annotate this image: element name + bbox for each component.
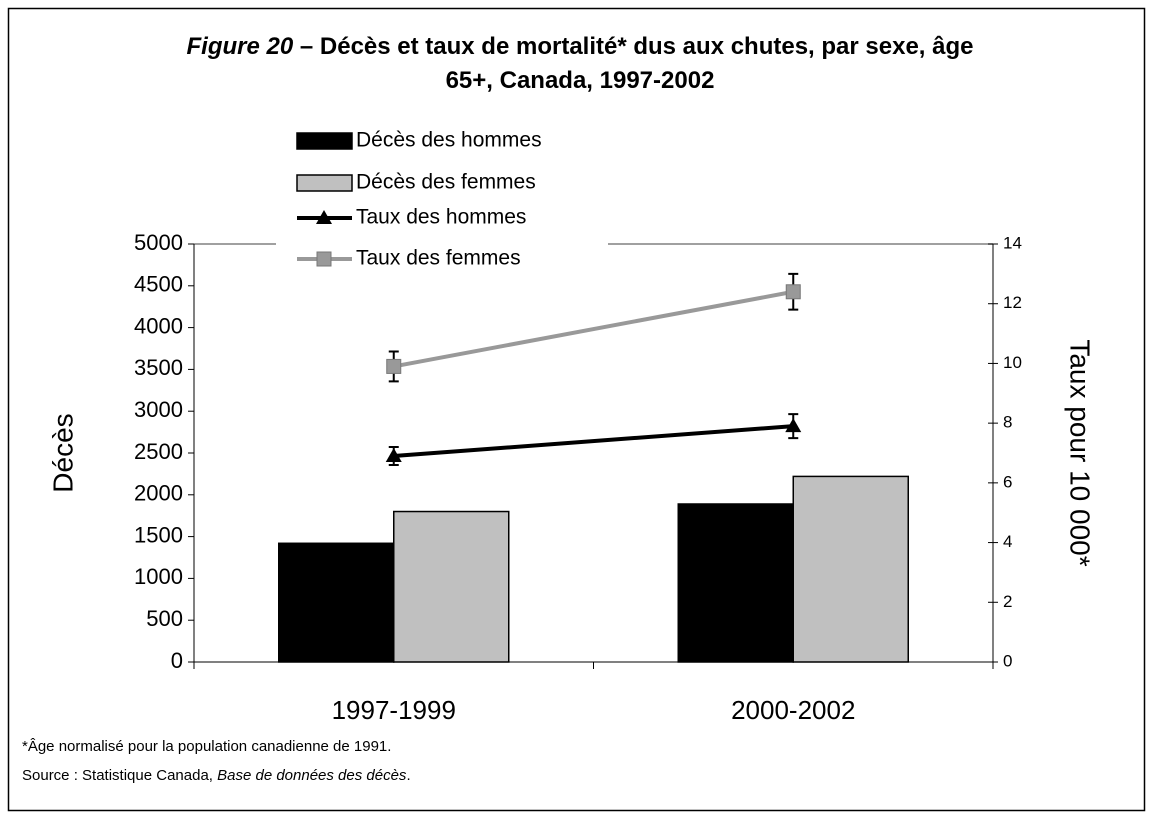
source-prefix: Source : Statistique Canada, <box>22 767 218 784</box>
legend-label: Taux des femmes <box>356 247 521 270</box>
y-tick-label: 1500 <box>134 522 183 547</box>
y-tick-label: 2000 <box>134 481 183 506</box>
y-axis-title: Décès <box>47 413 78 492</box>
legend-label: Décès des hommes <box>356 129 542 152</box>
x-tick-label: 2000-2002 <box>731 695 855 725</box>
y2-tick-label: 8 <box>1003 413 1012 432</box>
y-tick-label: 4000 <box>134 313 183 338</box>
x-tick-label: 1997-1999 <box>332 695 456 725</box>
y2-tick-label: 12 <box>1003 293 1022 312</box>
y-tick-label: 2500 <box>134 439 183 464</box>
y-tick-label: 500 <box>146 606 183 631</box>
figure-label: Figure 20 <box>186 33 294 60</box>
y-tick-label: 3500 <box>134 355 183 380</box>
source-italic: Base de données des décès <box>217 767 407 784</box>
footnote: *Âge normalisé pour la population canadi… <box>22 738 392 755</box>
y2-tick-label: 10 <box>1003 353 1022 372</box>
source: Source : Statistique Canada, Base de don… <box>22 767 411 784</box>
marker <box>785 284 801 300</box>
legend-label: Taux des hommes <box>356 206 526 229</box>
legend-marker <box>316 251 332 267</box>
marker <box>385 447 402 462</box>
source-suffix: . <box>406 767 411 784</box>
y2-tick-label: 14 <box>1003 233 1022 252</box>
y-tick-label: 5000 <box>134 230 183 255</box>
chart-title-block: Figure 20 – Décès et taux de mortalité* … <box>170 30 990 98</box>
y2-tick-label: 6 <box>1003 472 1012 491</box>
y-tick-label: 4500 <box>134 272 183 297</box>
legend-swatch <box>296 132 353 150</box>
y2-axis-title: Taux pour 10 000* <box>1065 339 1096 566</box>
y-tick-label: 0 <box>171 648 183 673</box>
bar <box>278 542 395 663</box>
bar <box>677 503 794 663</box>
y2-tick-label: 2 <box>1003 592 1012 611</box>
frame <box>7 7 1146 812</box>
marker <box>785 418 802 433</box>
legend-label: Décès des femmes <box>356 171 536 194</box>
y-tick-label: 1000 <box>134 564 183 589</box>
y2-tick-label: 4 <box>1003 532 1012 551</box>
chart-title: – Décès et taux de mortalité* dus aux ch… <box>299 33 974 94</box>
legend-swatch <box>296 174 353 192</box>
bar <box>393 510 510 663</box>
bar <box>792 475 909 663</box>
y2-tick-label: 0 <box>1003 651 1012 670</box>
marker <box>386 358 402 374</box>
line <box>393 289 794 369</box>
y-tick-label: 3000 <box>134 397 183 422</box>
legend-marker <box>316 210 332 224</box>
line <box>393 424 794 458</box>
